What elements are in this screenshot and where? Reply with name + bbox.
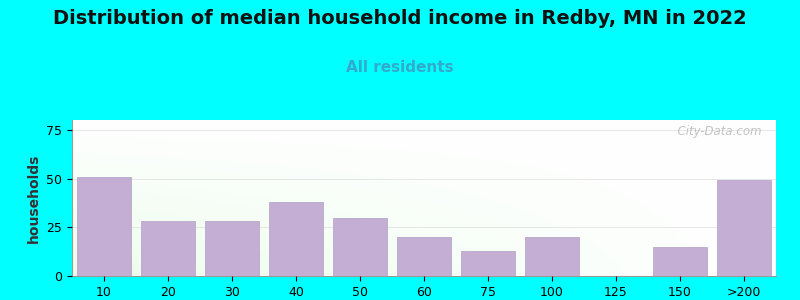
Text: Distribution of median household income in Redby, MN in 2022: Distribution of median household income … xyxy=(53,9,747,28)
Bar xyxy=(525,237,579,276)
Bar xyxy=(461,251,515,276)
Y-axis label: households: households xyxy=(26,153,41,243)
Text: All residents: All residents xyxy=(346,60,454,75)
Bar xyxy=(397,237,451,276)
Bar xyxy=(77,176,131,276)
Bar xyxy=(205,221,259,276)
Bar xyxy=(333,218,387,276)
Bar xyxy=(717,180,771,276)
Bar xyxy=(269,202,323,276)
Text: City-Data.com: City-Data.com xyxy=(670,125,762,138)
Bar xyxy=(653,247,707,276)
Bar xyxy=(141,221,195,276)
